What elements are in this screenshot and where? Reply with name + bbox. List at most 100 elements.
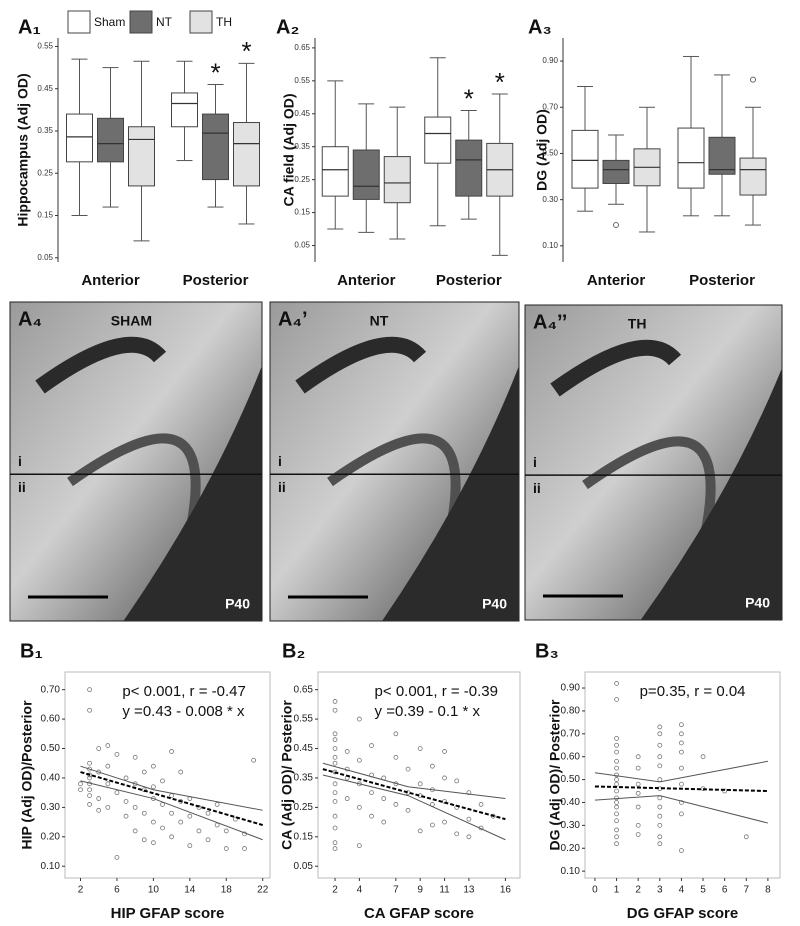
y-axis-label: HIP (Adj OD)/Posterior xyxy=(19,700,35,850)
y-tick-label: 0.30 xyxy=(41,802,61,813)
point xyxy=(405,766,411,772)
annotation: y =0.39 - 0.1 * x xyxy=(375,703,481,720)
box xyxy=(708,136,736,175)
legend-swatch xyxy=(67,10,91,34)
x-axis-label: DG GFAP score xyxy=(627,905,738,922)
point xyxy=(132,828,138,834)
significance-star: * xyxy=(241,36,251,66)
y-tick-label: 0.25 xyxy=(37,168,53,177)
y-tick-label: 0.20 xyxy=(561,843,581,854)
fit-line xyxy=(594,785,768,793)
x-tick-label: 14 xyxy=(184,885,196,896)
point xyxy=(429,763,435,769)
point xyxy=(332,707,338,713)
point xyxy=(393,731,399,737)
point xyxy=(87,793,92,798)
x-tick-label: 9 xyxy=(417,885,423,896)
y-tick-label: 0.10 xyxy=(561,866,581,877)
y-tick-label: 0.25 xyxy=(294,802,314,813)
significance-star: * xyxy=(210,57,220,87)
point xyxy=(635,765,641,771)
x-tick-label: 3 xyxy=(657,885,663,896)
point xyxy=(332,746,338,751)
point xyxy=(454,831,460,837)
annotation: y =0.43 - 0.008 * x xyxy=(122,703,245,720)
point xyxy=(87,766,92,772)
point xyxy=(614,818,619,824)
box xyxy=(455,139,483,197)
point xyxy=(429,822,435,828)
box xyxy=(739,157,767,196)
point xyxy=(679,740,684,746)
point xyxy=(614,749,619,755)
point xyxy=(614,788,619,794)
y-tick-label: 0.35 xyxy=(37,126,53,135)
x-tick-label: 7 xyxy=(743,885,749,896)
x-axis-label: CA GFAP score xyxy=(364,905,474,922)
point xyxy=(442,749,447,754)
y-tick-label: 0.35 xyxy=(294,773,314,784)
confidence-line xyxy=(322,762,506,800)
y-tick-label: 0.90 xyxy=(542,56,558,65)
panel-label: B₁ xyxy=(20,640,43,662)
y-tick-label: 0.45 xyxy=(294,743,314,754)
point xyxy=(369,813,374,819)
annotation: p< 0.001, r = -0.47 xyxy=(122,683,245,700)
tissue-dark xyxy=(382,365,519,621)
point xyxy=(169,810,175,816)
y-tick-label: 0.65 xyxy=(294,684,314,695)
point xyxy=(405,807,411,813)
y-tick-label: 0.10 xyxy=(41,861,61,872)
point xyxy=(332,754,338,760)
point xyxy=(105,781,111,787)
category-label: Anterior xyxy=(81,272,140,289)
point xyxy=(87,787,92,793)
point xyxy=(657,834,663,840)
point xyxy=(123,775,129,781)
point xyxy=(232,816,238,822)
point xyxy=(87,687,92,693)
age-label: P40 xyxy=(745,595,770,611)
point xyxy=(635,790,641,796)
point xyxy=(169,793,175,798)
point xyxy=(332,699,338,704)
point xyxy=(466,790,472,796)
point xyxy=(614,800,619,805)
point xyxy=(114,855,120,860)
point xyxy=(635,754,641,760)
point xyxy=(150,784,156,790)
y-axis-label: Hippocampus (Adj OD) xyxy=(15,73,31,226)
image-title: SHAM xyxy=(111,313,152,329)
point xyxy=(105,804,111,810)
point xyxy=(635,804,641,810)
box xyxy=(602,159,630,184)
x-tick-label: 2 xyxy=(78,885,84,896)
point xyxy=(466,834,472,840)
y-axis-label: CA (Adj OD)/ Posterior xyxy=(279,700,295,850)
point xyxy=(160,778,165,784)
y-tick-label: 0.70 xyxy=(41,684,61,695)
x-tick-label: 6 xyxy=(722,885,728,896)
point xyxy=(381,796,387,801)
y-axis-label: CA field (Adj OD) xyxy=(281,93,297,206)
point xyxy=(356,716,362,722)
y-tick-label: 0.20 xyxy=(41,831,61,842)
significance-star: * xyxy=(495,67,505,97)
image-title: TH xyxy=(628,316,647,332)
box xyxy=(677,127,705,189)
panel-label: A₁ xyxy=(18,16,41,38)
y-tick-label: 0.05 xyxy=(37,253,53,262)
point xyxy=(332,781,338,787)
x-tick-label: 5 xyxy=(700,885,706,896)
point xyxy=(614,697,619,702)
point xyxy=(614,841,619,847)
point xyxy=(332,737,338,743)
point xyxy=(381,819,387,825)
point xyxy=(417,781,423,787)
point xyxy=(114,790,120,796)
y-tick-label: 0.05 xyxy=(294,861,314,872)
point xyxy=(187,843,193,849)
tissue-dark xyxy=(640,368,782,620)
box xyxy=(128,126,155,187)
y-tick-label: 0.40 xyxy=(561,797,581,808)
